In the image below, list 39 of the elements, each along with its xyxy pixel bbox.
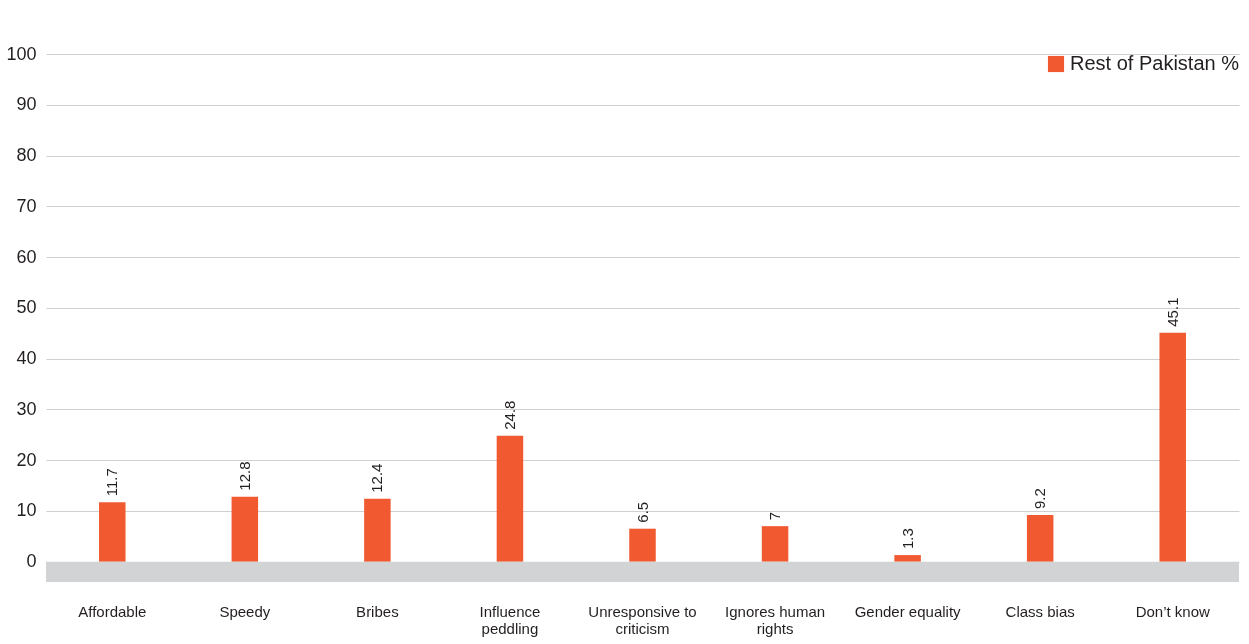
bar xyxy=(364,498,391,562)
y-tick-label: 100 xyxy=(6,43,37,64)
bar xyxy=(99,502,126,562)
y-tick-label: 90 xyxy=(16,94,37,115)
data-label: 12.4 xyxy=(368,463,386,493)
y-tick-label: 10 xyxy=(16,500,37,521)
data-label: 45.1 xyxy=(1163,297,1181,327)
y-tick-label: 50 xyxy=(16,297,37,318)
y-tick-label: 80 xyxy=(16,145,37,166)
x-tick-label: Don’t know xyxy=(1135,602,1210,620)
data-label: 7 xyxy=(766,511,784,521)
y-tick-label: 20 xyxy=(16,449,37,470)
data-label: 11.7 xyxy=(103,468,121,497)
x-tick-label: Bribes xyxy=(356,602,399,620)
x-tick-label: Unresponsive to criticism xyxy=(588,602,697,637)
legend-label: Rest of Pakistan % xyxy=(1070,52,1240,74)
data-label: 9.2 xyxy=(1031,488,1049,509)
data-label: 1.3 xyxy=(898,528,916,550)
bar xyxy=(761,526,789,562)
bar xyxy=(1159,332,1186,562)
bar xyxy=(1026,514,1054,562)
bar xyxy=(231,496,259,562)
x-tick-label: Affordable xyxy=(78,602,147,620)
x-tick-label: Ignores human rights xyxy=(725,602,826,637)
y-tick-label: 70 xyxy=(16,195,37,216)
y-tick-label: 30 xyxy=(16,398,37,419)
y-tick-label: 40 xyxy=(16,348,37,369)
data-label: 24.8 xyxy=(500,400,518,430)
x-tick-label: Class bias xyxy=(1005,602,1075,620)
x-tick-label: Gender equality xyxy=(854,602,962,620)
x-tick-label: Speedy xyxy=(219,602,271,620)
y-tick-label: 0 xyxy=(26,551,37,572)
bar xyxy=(496,435,524,562)
data-label: 6.5 xyxy=(633,501,651,523)
data-label: 12.8 xyxy=(235,461,253,491)
y-tick-label: 60 xyxy=(16,246,37,267)
bar xyxy=(629,528,656,562)
bar xyxy=(894,555,921,562)
x-tick-label: Influence peddling xyxy=(479,602,541,637)
